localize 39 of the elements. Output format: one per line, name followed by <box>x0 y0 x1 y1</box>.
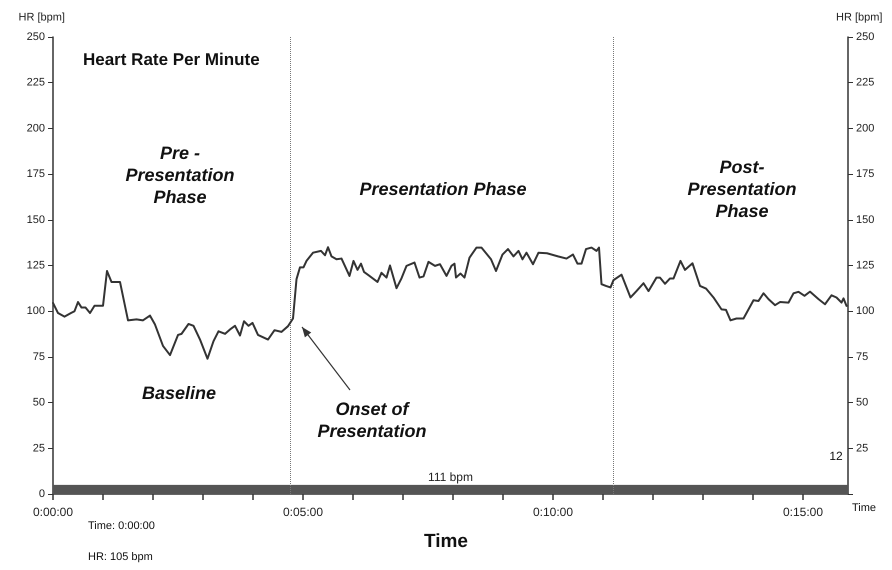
band-label: 111 bpm <box>428 470 473 484</box>
annotation: 12 <box>829 449 843 463</box>
annotation: Post- Presentation Phase <box>687 157 797 221</box>
y2-tick-label: 50 <box>856 396 868 409</box>
y-tick-label: 175 <box>26 168 45 180</box>
y2-tick-label: 200 <box>856 122 874 134</box>
y2-tick-label: 75 <box>856 350 868 363</box>
y-axis-title: HR [bpm] <box>18 12 65 24</box>
x-tick-label: 0:05:00 <box>282 505 324 519</box>
y2-tick-label: 125 <box>856 260 874 272</box>
x-tick-label: 0:00:00 <box>32 505 74 519</box>
annotation: Presentation Phase <box>359 179 527 199</box>
y-tick-label: 50 <box>32 396 45 409</box>
annotation: Onset of Presentation <box>317 399 427 441</box>
annotation: Baseline <box>142 383 216 403</box>
x-axis-title: Time <box>424 531 468 552</box>
y-tick-label: 100 <box>26 305 45 318</box>
y2-tick-label: 25 <box>856 442 868 454</box>
y2-axis-title: HR [bpm] <box>836 12 882 24</box>
y2-tick-label: 250 <box>856 31 874 43</box>
y-tick-label: 150 <box>26 214 45 226</box>
y2-tick-label: 225 <box>856 76 874 89</box>
text: Heart Rate Per Minute <box>83 50 260 69</box>
y2-tick-label: 150 <box>856 214 874 226</box>
y-tick-label: 25 <box>32 442 45 454</box>
annotation: Pre - Presentation Phase <box>125 143 235 207</box>
text: HR: 105 bpm <box>88 551 153 563</box>
y2-tick-label: 100 <box>856 305 874 318</box>
text: Time: 0:00:00 <box>88 520 155 532</box>
y-tick-label: 75 <box>32 350 45 363</box>
y-tick-label: 125 <box>26 260 45 272</box>
text: Time <box>852 502 876 514</box>
y-tick-label: 0 <box>38 488 45 500</box>
x-tick-label: 0:15:00 <box>782 505 824 519</box>
y-tick-label: 225 <box>26 76 45 89</box>
y2-tick-label: 175 <box>856 168 874 180</box>
y-tick-label: 250 <box>26 31 45 43</box>
y-tick-label: 200 <box>26 122 45 134</box>
x-tick-label: 0:10:00 <box>532 505 574 519</box>
